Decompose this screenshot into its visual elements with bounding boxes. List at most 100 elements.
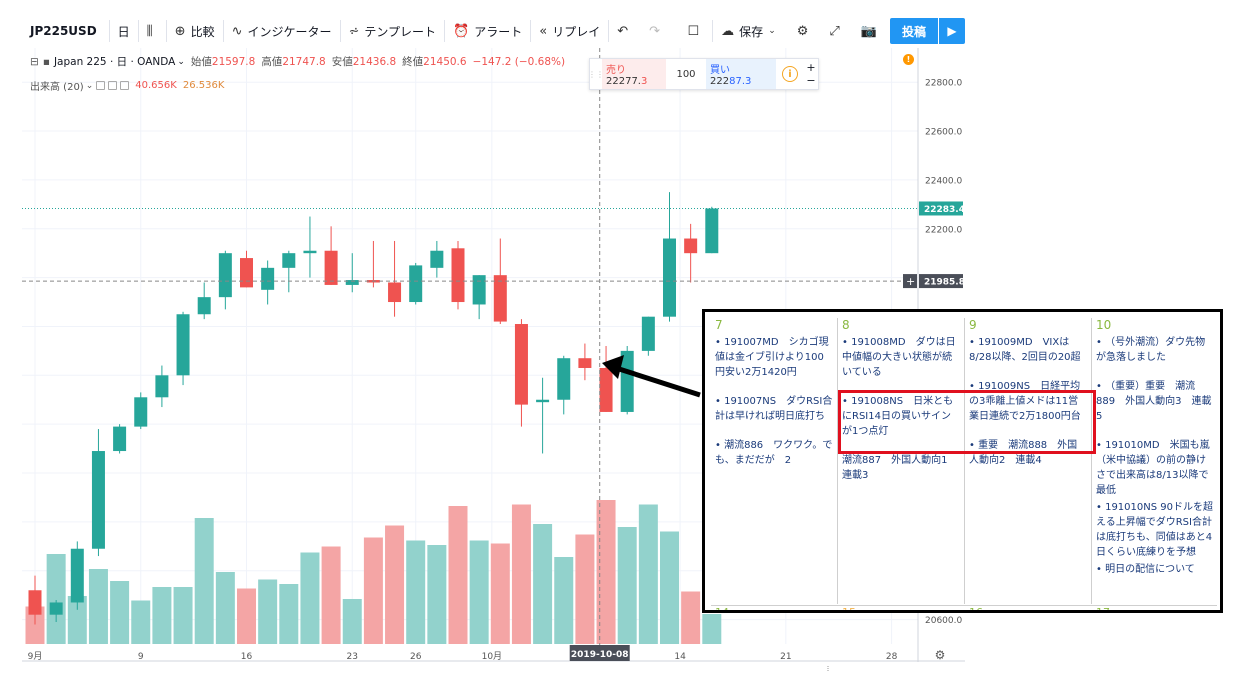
settings-small-icon[interactable]: [108, 81, 118, 90]
buy-button[interactable]: 買い 22287.3: [706, 59, 776, 89]
plus-icon[interactable]: +: [806, 61, 816, 74]
calendar-entry[interactable]: • 191007NS ダウRSI合計は早ければ明日底打ち: [715, 396, 833, 422]
candle-body[interactable]: [218, 253, 232, 298]
candle-body[interactable]: [663, 238, 676, 317]
volume-label[interactable]: 出来高 (20): [30, 82, 84, 93]
candle-body[interactable]: [176, 314, 190, 376]
replay-button[interactable]: « リプレイ: [531, 14, 608, 48]
minus-icon[interactable]: −: [806, 74, 816, 87]
calendar-entry[interactable]: • 191010MD 米国も嵐（米中協議）の前の静けさで出来高は8/13以降で最…: [1096, 440, 1210, 496]
calendar-entry[interactable]: • （重要）重要 潮流889 外国人動向3 連載5: [1096, 381, 1212, 422]
high-label: 高値: [261, 56, 283, 68]
play-icon: ▶: [947, 24, 957, 38]
toolbar-right-group: ☐ ☁ 保存 ⌄ ⚙ ⤢ 📷 投稿 ▶: [680, 14, 965, 48]
compare-button[interactable]: ⊕ 比較: [167, 14, 223, 48]
template-button[interactable]: ⩫ テンプレート: [341, 14, 445, 48]
candle-body[interactable]: [113, 426, 127, 452]
time-tick-label: 10月: [482, 651, 502, 662]
order-size[interactable]: 100: [676, 68, 696, 80]
post-button[interactable]: 投稿: [889, 18, 938, 44]
volume-bar: [385, 525, 405, 644]
expand-button[interactable]: ⤢: [821, 14, 852, 48]
candle-body[interactable]: [197, 297, 211, 315]
calendar-entry[interactable]: • 191009NS 日経平均の3乖離上値メドは11営業日連続で2万1800円台: [969, 381, 1081, 422]
candle-body[interactable]: [388, 282, 402, 303]
low-value: 21436.8: [352, 55, 397, 68]
candle-body[interactable]: [345, 280, 359, 285]
chevron-down-icon[interactable]: ⌄: [177, 56, 185, 67]
calendar-entry[interactable]: • （号外潮流）ダウ先物が急落しました: [1096, 337, 1206, 363]
chevron-down-icon[interactable]: ⌄: [85, 80, 94, 91]
close-icon[interactable]: [120, 81, 130, 90]
candle-body[interactable]: [303, 250, 317, 254]
candle-body[interactable]: [536, 399, 550, 403]
candle-body[interactable]: [684, 238, 698, 254]
interval-button[interactable]: 日: [117, 24, 130, 39]
candle-body[interactable]: [134, 397, 148, 427]
candle-body[interactable]: [91, 451, 105, 549]
candle-body[interactable]: [514, 324, 528, 405]
calendar-entry[interactable]: • 191009MD VIXは8/28以降、2回目の20超: [969, 337, 1081, 363]
candle-body[interactable]: [70, 548, 84, 603]
candle-body[interactable]: [409, 265, 423, 303]
fullscreen-layout-button[interactable]: ☐: [680, 14, 713, 48]
indicators-button[interactable]: ∿ インジケーター: [224, 14, 340, 48]
volume-bar: [25, 606, 45, 644]
candle-body[interactable]: [599, 367, 613, 412]
volume-bar: [110, 581, 130, 644]
calendar-entry[interactable]: • 191008NS 日米ともにRSI14日の買いサインが1つ点灯: [842, 396, 954, 437]
legend-title[interactable]: Japan 225 · 日 · OANDA: [53, 56, 176, 68]
undo-button[interactable]: ↶: [609, 14, 641, 48]
candle-body[interactable]: [493, 275, 507, 322]
sell-price: 22277.: [606, 76, 641, 87]
redo-button[interactable]: ↷: [641, 14, 673, 48]
calendar-entry[interactable]: • 明日の配信について: [1096, 564, 1195, 575]
sell-button[interactable]: 売り 22277.3: [602, 59, 666, 89]
gear-icon[interactable]: ⚙: [935, 648, 946, 662]
eye-icon[interactable]: [96, 81, 106, 90]
calendar-entry[interactable]: • 191010NS 90ドルを超える上昇幅でダウRSI合計は底打ちも、同値はあ…: [1096, 502, 1213, 558]
candle-body[interactable]: [620, 350, 634, 412]
calendar-entry[interactable]: • 191007MD シカゴ現値は金イブ引けより100円安い2万1420円: [715, 337, 829, 378]
calendar-entry[interactable]: • 191008MD ダウは日中値幅の大きい状態が続いている: [842, 337, 956, 378]
trade-info-button[interactable]: i: [776, 59, 804, 89]
candle-body[interactable]: [578, 358, 592, 368]
alert-button[interactable]: ⏰ アラート: [445, 14, 530, 48]
price-tick-label: 20600.0: [925, 616, 962, 626]
volume-bar: [46, 554, 66, 644]
play-button[interactable]: ▶: [939, 18, 965, 44]
volume-bar: [258, 579, 278, 644]
candle-body[interactable]: [282, 253, 296, 268]
warning-icon[interactable]: !: [903, 54, 914, 65]
volume-bar: [490, 543, 510, 644]
alert-label: アラート: [474, 24, 523, 39]
indicators-label: インジケーター: [247, 24, 332, 39]
plus-icon[interactable]: +: [906, 275, 915, 288]
candle-body[interactable]: [49, 602, 63, 615]
candle-body[interactable]: [324, 250, 338, 285]
candle-body[interactable]: [430, 250, 444, 268]
drag-handle-icon[interactable]: ⋮⋮: [588, 69, 604, 79]
candle-body[interactable]: [155, 375, 169, 398]
crosshair-plus-button[interactable]: [903, 274, 917, 289]
calendar-entry[interactable]: 潮流887 外国人動向1 連載3: [842, 455, 958, 481]
candle-body[interactable]: [705, 208, 719, 254]
save-button[interactable]: ☁ 保存 ⌄: [713, 14, 789, 48]
candle-body[interactable]: [641, 316, 655, 351]
candle-body[interactable]: [28, 590, 42, 615]
symbol-button[interactable]: JP225USD: [30, 24, 97, 38]
candle-body[interactable]: [472, 275, 486, 305]
candle-body[interactable]: [451, 248, 465, 303]
candle-body[interactable]: [261, 267, 275, 290]
candle-body[interactable]: [557, 358, 571, 400]
price-tick-label: 22800.0: [925, 79, 962, 89]
settings-button[interactable]: ⚙: [789, 14, 822, 48]
calendar-entry[interactable]: • 潮流886 ワクワク。でも、まだだが 2: [715, 440, 833, 466]
toolbar-divider: [108, 20, 110, 42]
screenshot-button[interactable]: 📷: [853, 14, 890, 48]
candle-body[interactable]: [240, 258, 253, 288]
size-stepper: + −: [804, 59, 818, 89]
chart-type-button[interactable]: ⫼: [139, 14, 166, 48]
calendar-entry[interactable]: • 重要 潮流888 外国人動向2 連載4: [969, 440, 1078, 466]
indicator-wave-icon: ∿: [231, 23, 243, 39]
